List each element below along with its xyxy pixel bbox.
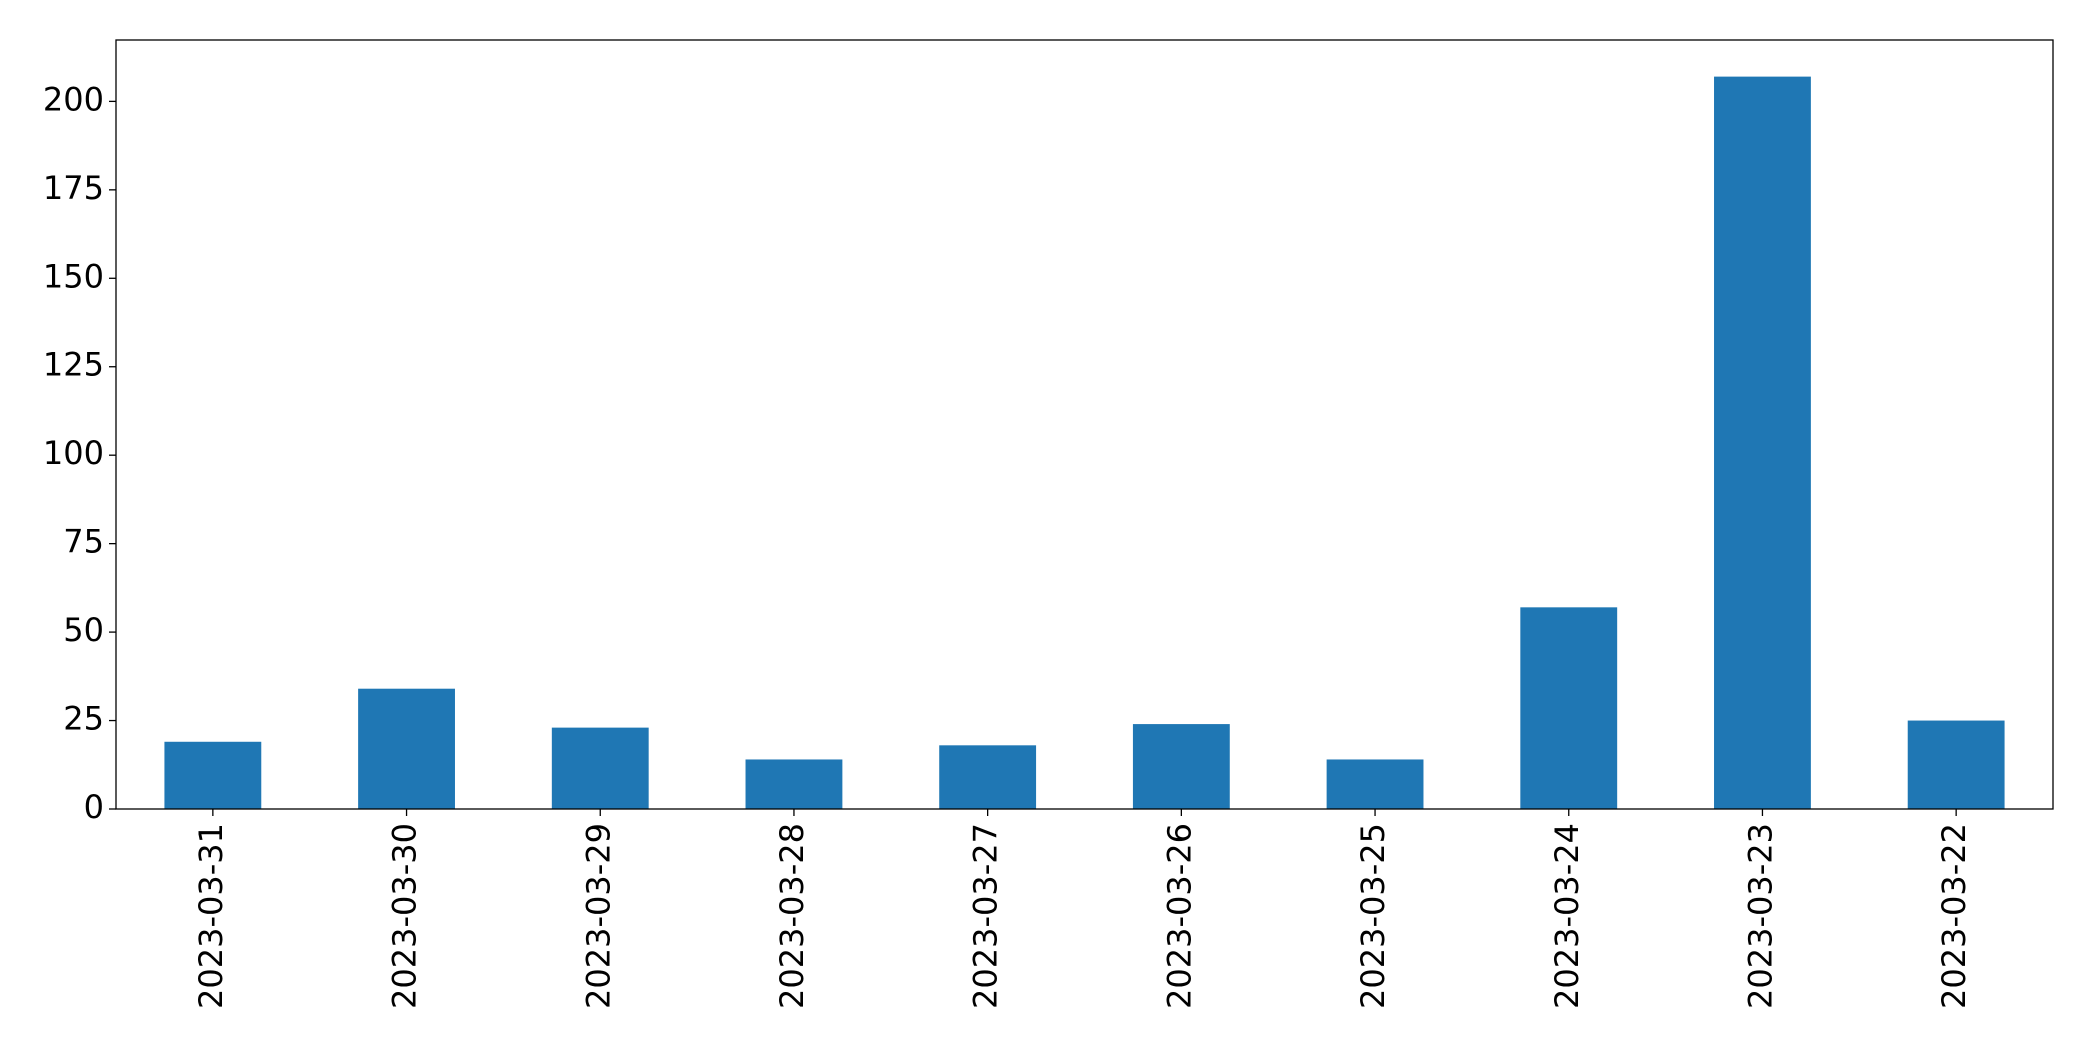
y-tick-label: 50 — [63, 611, 104, 649]
bar — [1714, 76, 1811, 810]
bar — [1132, 724, 1230, 809]
x-tick-label: 2023-03-25 — [1354, 823, 1392, 1009]
bar — [745, 759, 843, 809]
y-tick-label: 175 — [43, 169, 104, 207]
x-tick-label: 2023-03-26 — [1160, 823, 1198, 1009]
bar — [358, 688, 455, 809]
x-tick-label: 2023-03-31 — [192, 823, 230, 1009]
x-tick-label: 2023-03-30 — [386, 823, 424, 1009]
bar — [164, 741, 262, 809]
y-tick-label: 25 — [63, 700, 104, 738]
y-tick-label: 200 — [43, 80, 104, 118]
x-tick-label: 2023-03-22 — [1935, 823, 1973, 1009]
x-tick-label: 2023-03-29 — [579, 823, 617, 1009]
bar — [1520, 607, 1618, 809]
x-tick-label: 2023-03-23 — [1741, 823, 1779, 1009]
y-tick-label: 100 — [43, 434, 104, 472]
y-tick-label: 0 — [84, 788, 104, 826]
x-tick-label: 2023-03-27 — [967, 823, 1005, 1009]
x-tick-label: 2023-03-28 — [773, 823, 811, 1009]
y-tick-label: 150 — [43, 257, 104, 295]
bar — [551, 727, 649, 809]
bar — [939, 745, 1037, 809]
bar — [1326, 759, 1424, 809]
bar — [1907, 720, 2005, 809]
y-tick-label: 75 — [63, 523, 104, 561]
x-tick-label: 2023-03-24 — [1548, 823, 1586, 1009]
plot-frame — [115, 39, 2054, 810]
y-tick-label: 125 — [43, 346, 104, 384]
